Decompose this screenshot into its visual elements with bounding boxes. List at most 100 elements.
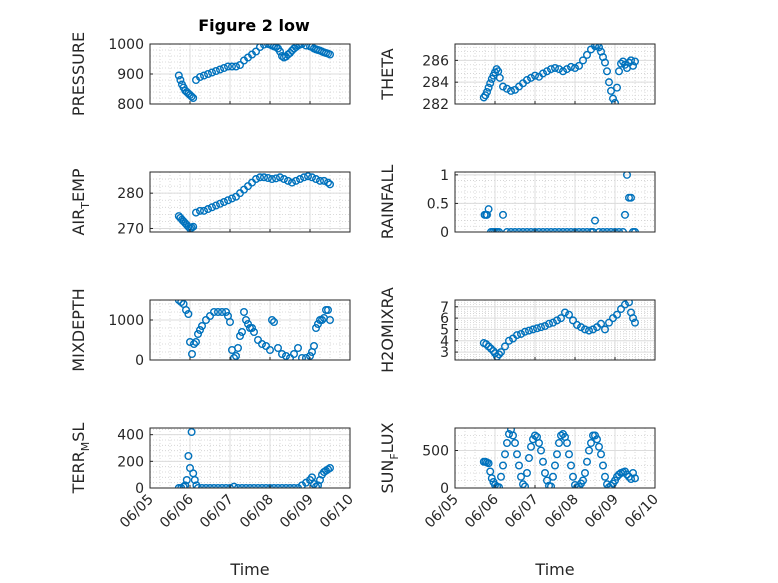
panel-terr-msl-axes-box	[149, 427, 351, 489]
panel-sun-flux-point	[503, 439, 512, 448]
panel-h2omixra-ytick-label: 3	[440, 345, 449, 361]
panel-h2omixra-ytick-label: 5	[440, 322, 449, 338]
panel-theta-series	[479, 44, 640, 104]
panel-sun-flux-point	[487, 474, 496, 483]
panel-air-temp-point	[223, 196, 232, 205]
panel-pressure-point	[294, 44, 302, 50]
panel-h2omixra-axes-box	[454, 299, 656, 361]
panel-h2omixra-ytick-label: 7	[440, 300, 449, 316]
panel-air-temp-ytick-label: 280	[117, 186, 144, 202]
panel-h2omixra-point	[513, 331, 522, 340]
panel-rainfall-ytick-label: 0.5	[427, 196, 449, 212]
panel-pressure-point	[276, 47, 285, 56]
panel-mixdepth-point	[318, 316, 327, 325]
panel-mixdepth-point	[233, 344, 242, 353]
panel-theta-point	[486, 79, 495, 88]
panel-terr-msl-xtick-label: 06/09	[277, 492, 317, 532]
panel-rainfall-point	[484, 205, 493, 214]
panel-air-temp-point	[312, 175, 321, 184]
panel-air-temp-point	[292, 176, 301, 185]
panel-sun-flux-point	[505, 430, 514, 439]
panel-mixdepth-point	[253, 336, 262, 345]
panel-air-temp-point	[280, 175, 289, 184]
panel-mixdepth-point	[237, 328, 246, 337]
panel-rainfall-point	[623, 172, 631, 179]
panel-theta-point	[571, 63, 580, 72]
panel-mixdepth-point	[241, 316, 250, 325]
panel-mixdepth-point	[262, 342, 271, 351]
panel-pressure-point	[292, 44, 300, 51]
panel-mixdepth-point	[302, 354, 310, 360]
panel-pressure-point	[227, 62, 236, 71]
panel-sun-flux-point	[515, 461, 524, 470]
panel-air-temp-point	[211, 201, 220, 210]
panel-terr-msl-point	[184, 452, 193, 461]
panel-mixdepth-point	[193, 330, 202, 339]
panel-pressure-ylabel: PRESSURE	[69, 32, 88, 116]
panel-mixdepth-point	[195, 326, 204, 335]
panel-h2omixra-ytick-label: 6	[440, 311, 449, 327]
panel-h2omixra-point	[585, 326, 594, 335]
panel-mixdepth-point	[217, 308, 226, 317]
panel-air-temp: 270 280 AIRTEMP	[69, 168, 351, 237]
panel-sun-flux-ytick-label: 500	[422, 444, 449, 460]
panel-terr-msl-point	[202, 484, 210, 488]
panel-sun-flux-point	[551, 461, 560, 470]
panel-mixdepth-point	[258, 340, 267, 349]
panel-theta-point	[603, 67, 612, 76]
panel-h2omixra-point	[497, 348, 506, 357]
panel-pressure-point	[211, 66, 220, 75]
panel-theta-point	[483, 87, 492, 96]
panel-h2omixra-point	[484, 342, 493, 351]
panel-air-temp-point	[324, 178, 333, 187]
panel-mixdepth-point	[201, 316, 210, 325]
panel-pressure-point	[235, 61, 244, 70]
panel-terr-msl-point	[270, 484, 278, 488]
panel-theta-point	[547, 65, 556, 74]
panel-terr-msl-point	[290, 484, 298, 488]
panel-pressure-point	[189, 93, 198, 102]
panel-mixdepth-point	[181, 306, 190, 315]
panel-terr-msl-ylabel: TERRMSL	[69, 423, 92, 495]
panel-mixdepth-point	[270, 318, 279, 327]
panel-terr-msl-point	[218, 484, 226, 488]
panel-h2omixra-point	[613, 310, 622, 319]
panel-sun-flux-xtick-label: 06/08	[542, 492, 582, 532]
panel-mixdepth-point	[187, 350, 196, 359]
panel-theta-ytick-label: 286	[422, 53, 449, 69]
panel-mixdepth-point	[266, 346, 275, 355]
panel-theta-point	[605, 78, 614, 87]
panel-air-temp-point	[304, 172, 313, 181]
panel-sun-flux-point	[495, 483, 503, 488]
panel-sun-flux-xtick-label: 06/09	[582, 492, 622, 532]
panel-theta-point	[551, 63, 560, 72]
panel-mixdepth-point	[326, 316, 335, 325]
panel-sun-flux-point	[531, 431, 540, 440]
panel-air-temp-point	[284, 176, 293, 185]
panel-theta-point	[591, 44, 599, 51]
panel-mixdepth-ylabel: MIXDEPTH	[69, 288, 88, 371]
panel-h2omixra-point	[521, 327, 530, 336]
panel-air-temp-point	[256, 173, 265, 182]
panel-h2omixra-point	[537, 323, 546, 332]
panel-pressure-point	[251, 47, 260, 56]
panel-h2omixra-point	[517, 329, 526, 338]
panel-air-temp-point	[227, 194, 236, 203]
panel-sun-flux-point	[599, 461, 608, 470]
panel-mixdepth-point	[209, 308, 218, 317]
panel-terr-msl-point	[194, 484, 202, 488]
panel-sun-flux-point	[541, 469, 550, 478]
panel-h2omixra-point	[545, 319, 554, 328]
panel-rainfall-axes-box	[454, 171, 656, 233]
panel-pressure-point	[195, 72, 204, 81]
panel-air-temp-series	[174, 172, 335, 232]
panel-air-temp-point	[300, 173, 309, 182]
panel-terr-msl-ytick-label: 400	[117, 428, 144, 444]
panel-h2omixra-point	[505, 336, 514, 345]
panel-sun-flux-point	[631, 474, 640, 483]
panel-sun-flux-point	[523, 469, 532, 478]
panel-h2omixra-point	[501, 342, 510, 351]
panel-theta-axes-box	[454, 43, 656, 105]
panel-terr-msl-point	[179, 482, 188, 488]
panel-theta-point	[531, 71, 540, 80]
